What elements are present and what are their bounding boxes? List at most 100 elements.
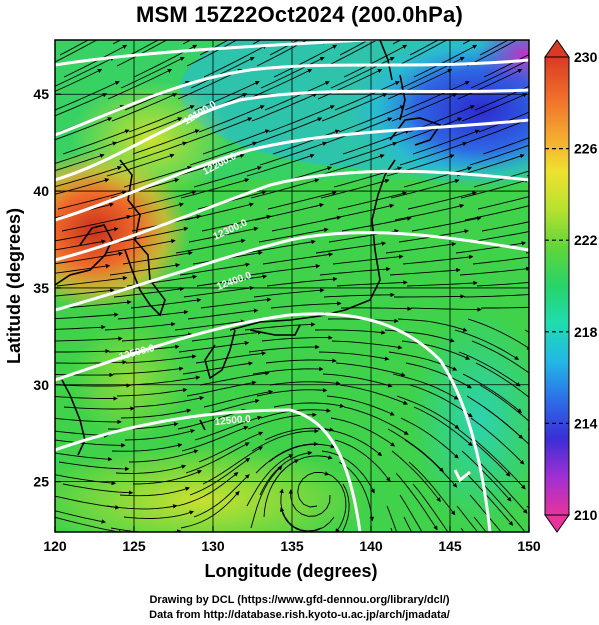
streamline — [253, 288, 325, 298]
streamline — [467, 318, 529, 350]
streamline — [462, 40, 472, 45]
streamline — [411, 216, 482, 232]
streamline — [127, 190, 197, 210]
streamline — [119, 486, 190, 497]
streamline — [413, 44, 478, 78]
streamline — [461, 450, 512, 502]
streamline — [270, 301, 342, 309]
streamline — [265, 358, 337, 364]
streamline — [390, 527, 393, 532]
y-axis: 25 30 35 40 45 — [33, 86, 61, 490]
streamline — [400, 56, 465, 89]
x-axis: 120 125 130 135 140 145 150 — [43, 526, 541, 554]
streamline — [116, 387, 188, 397]
streamline — [326, 395, 395, 416]
streamline — [55, 117, 113, 141]
streamline — [198, 431, 264, 463]
streamline — [55, 396, 118, 401]
y-axis-label: Latitude (degrees) — [4, 208, 24, 364]
streamline — [473, 516, 487, 532]
streamline — [130, 297, 202, 309]
streamline — [323, 292, 395, 298]
streamline — [252, 40, 262, 45]
streamline — [388, 351, 458, 371]
streamline — [195, 351, 267, 364]
streamline — [110, 527, 182, 532]
streamline — [481, 221, 529, 232]
streamline — [104, 321, 176, 331]
streamline — [338, 461, 375, 522]
contour-label: 12500.0 — [214, 414, 251, 428]
streamline — [59, 40, 90, 56]
chart-title: MSM 15Z22Oct2024 (200.0hPa) — [136, 2, 463, 27]
streamline — [403, 516, 413, 532]
streamline — [250, 178, 320, 199]
streamline — [475, 362, 529, 398]
streamline — [314, 329, 386, 335]
streamline — [258, 227, 329, 243]
streamline — [466, 40, 518, 67]
streamline — [330, 417, 396, 447]
streamline — [262, 252, 334, 265]
streamline — [391, 450, 441, 503]
streamline — [189, 141, 258, 166]
streamline — [409, 384, 473, 418]
streamline — [395, 472, 438, 531]
streamline — [55, 430, 109, 438]
streamline — [129, 40, 160, 56]
streamline — [55, 68, 103, 92]
streamline — [405, 362, 472, 389]
streamline — [111, 443, 183, 452]
streamline — [389, 267, 461, 276]
streamline — [401, 340, 471, 360]
streamline — [62, 483, 134, 495]
streamline — [461, 93, 528, 122]
colorbar-tick-label: 214 — [574, 415, 598, 431]
streamline — [111, 93, 178, 122]
streamline — [55, 359, 127, 365]
streamline — [56, 275, 128, 287]
streamline — [125, 354, 197, 364]
streamline — [273, 44, 338, 78]
streamline — [128, 449, 199, 463]
streamline — [55, 93, 108, 117]
streamline — [459, 266, 529, 276]
streamline — [326, 40, 378, 67]
streamline — [533, 9, 594, 44]
colorbar-tick-label: 222 — [574, 232, 598, 248]
x-tick-label: 145 — [438, 538, 462, 554]
streamline — [261, 335, 333, 342]
streamline — [472, 256, 529, 265]
streamline — [397, 318, 468, 332]
streamline — [469, 494, 502, 532]
streamline — [279, 488, 322, 532]
streamline — [341, 216, 412, 232]
streamline — [107, 68, 173, 100]
streamline — [60, 300, 132, 309]
streamline — [55, 40, 98, 63]
streamline — [403, 166, 473, 188]
y-tick-label: 45 — [33, 86, 49, 102]
gridlines — [55, 40, 529, 532]
streamline — [185, 442, 250, 474]
streamline — [392, 373, 459, 400]
streamline — [266, 276, 338, 287]
streamline — [252, 366, 324, 375]
streamline — [117, 309, 189, 320]
streamline — [122, 250, 193, 265]
streamline — [178, 340, 250, 353]
streamline — [259, 141, 328, 166]
streamline — [55, 348, 110, 354]
streamline — [174, 319, 246, 331]
streamline — [412, 129, 480, 155]
streamline — [260, 56, 325, 89]
streamline — [189, 457, 251, 496]
streamline — [394, 203, 465, 221]
streamline — [113, 286, 185, 298]
streamline — [194, 415, 262, 441]
streamline — [341, 483, 350, 532]
streamline — [181, 426, 249, 452]
streamline — [387, 69, 453, 100]
streamline — [193, 165, 262, 188]
streamline — [124, 429, 195, 441]
